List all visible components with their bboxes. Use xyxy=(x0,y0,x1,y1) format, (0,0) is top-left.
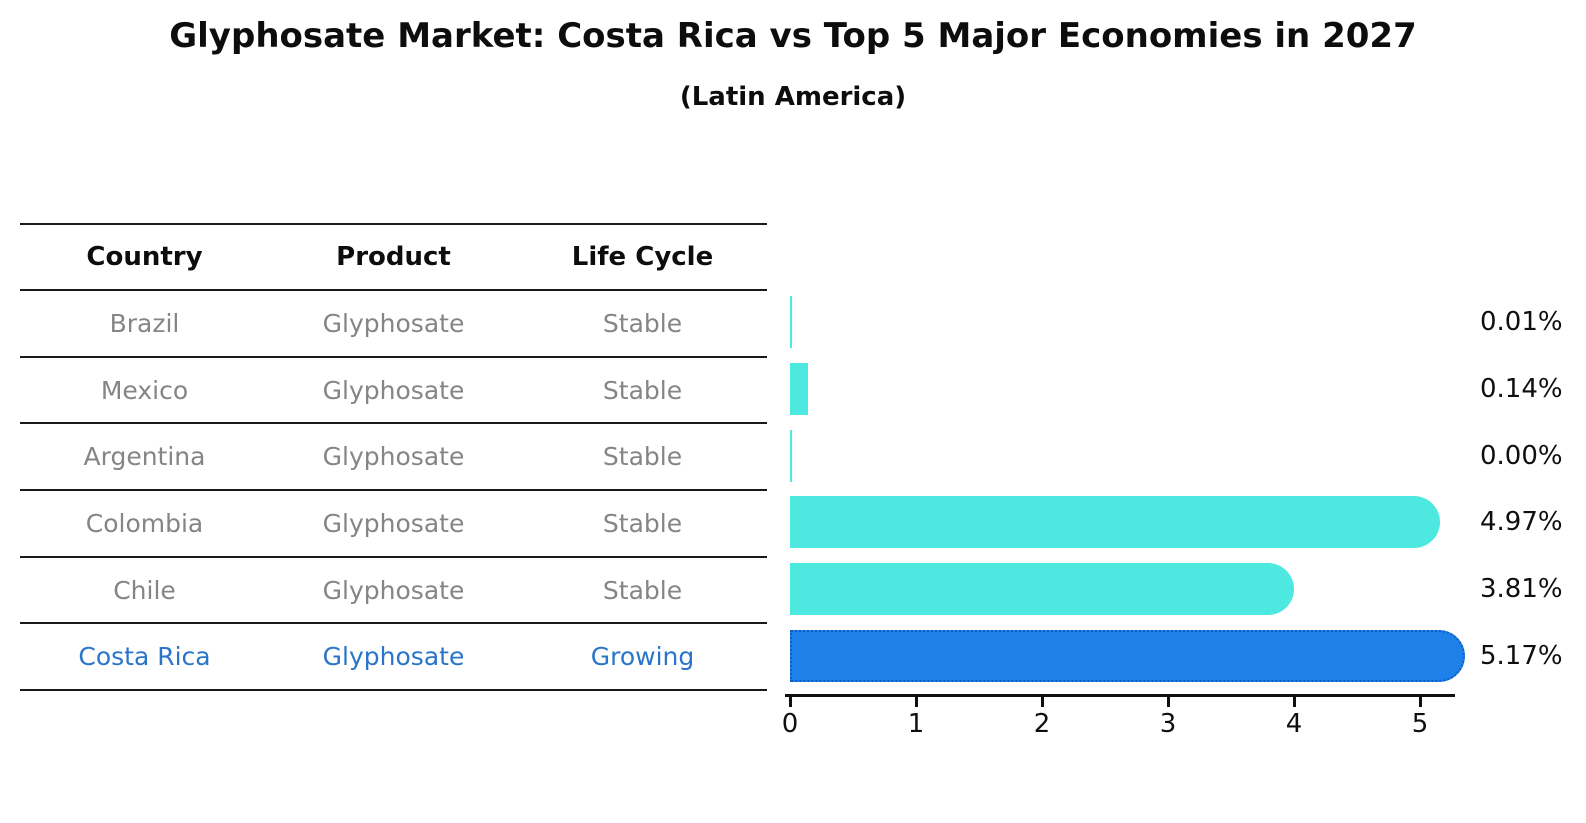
table-cell-product: Glyphosate xyxy=(322,308,465,338)
x-tick-label: 0 xyxy=(781,709,799,739)
table-row-brazil: Brazil Glyphosate Stable xyxy=(20,289,767,356)
table-cell-country: Mexico xyxy=(100,375,189,405)
table-cell-life-cycle: Growing xyxy=(590,642,695,672)
x-tick xyxy=(1418,694,1422,707)
table-cell-product: Glyphosate xyxy=(322,375,465,405)
x-tick-label: 1 xyxy=(907,709,925,739)
x-tick xyxy=(1040,694,1044,707)
table-cell-product: Glyphosate xyxy=(322,508,465,538)
bar-argentina xyxy=(790,429,792,482)
x-tick xyxy=(788,694,792,707)
table-cell-product: Glyphosate xyxy=(322,442,465,472)
table-cell-life-cycle: Stable xyxy=(602,308,683,338)
x-tick-label: 5 xyxy=(1411,709,1429,739)
x-tick xyxy=(914,694,918,707)
bar-chile xyxy=(790,563,1295,616)
table-header-product: Product xyxy=(336,242,451,272)
chart-subtitle: (Latin America) xyxy=(679,82,907,112)
x-tick-label: 3 xyxy=(1159,709,1177,739)
table-cell-country: Chile xyxy=(113,575,176,605)
x-tick-label: 4 xyxy=(1285,709,1303,739)
table-cell-country: Colombia xyxy=(85,508,204,538)
x-axis-line xyxy=(785,694,1455,697)
table-header-life-cycle: Life Cycle xyxy=(571,242,714,272)
table-cell-country: Argentina xyxy=(83,442,206,472)
value-label-colombia: 4.97% xyxy=(1480,507,1563,538)
x-tick xyxy=(1292,694,1296,707)
value-label-mexico: 0.14% xyxy=(1480,374,1563,405)
bar-colombia xyxy=(790,496,1441,549)
chart-title: Glyphosate Market: Costa Rica vs Top 5 M… xyxy=(169,16,1417,56)
table-cell-product: Glyphosate xyxy=(322,642,465,672)
x-tick-label: 2 xyxy=(1033,709,1051,739)
table-row-chile: Chile Glyphosate Stable xyxy=(20,555,767,623)
value-label-costa-rica: 5.17% xyxy=(1480,640,1563,671)
bar-mexico xyxy=(790,363,808,416)
bar-brazil xyxy=(790,296,792,349)
table-cell-life-cycle: Stable xyxy=(602,375,683,405)
value-label-chile: 3.81% xyxy=(1480,574,1563,605)
table-header-row: Country Product Life Cycle xyxy=(20,223,767,289)
table-cell-life-cycle: Stable xyxy=(602,442,683,472)
x-tick xyxy=(1166,694,1170,707)
table-cell-life-cycle: Stable xyxy=(602,508,683,538)
value-label-argentina: 0.00% xyxy=(1480,440,1563,471)
table-row-colombia: Colombia Glyphosate Stable xyxy=(20,489,767,556)
table-row-argentina: Argentina Glyphosate Stable xyxy=(20,422,767,489)
table-row-mexico: Mexico Glyphosate Stable xyxy=(20,355,767,423)
comparison-table: Country Product Life Cycle Brazil Glyphosate… xyxy=(20,223,767,692)
table-cell-life-cycle: Stable xyxy=(602,575,683,605)
bar-costa-rica xyxy=(790,629,1466,682)
table-header-country: Country xyxy=(86,242,203,272)
table-cell-country: Brazil xyxy=(109,308,180,338)
table-cell-country: Costa Rica xyxy=(78,642,211,672)
table-cell-product: Glyphosate xyxy=(322,575,465,605)
table-row-costa-rica: Costa Rica Glyphosate Growing xyxy=(20,622,767,689)
value-label-brazil: 0.01% xyxy=(1480,307,1563,338)
